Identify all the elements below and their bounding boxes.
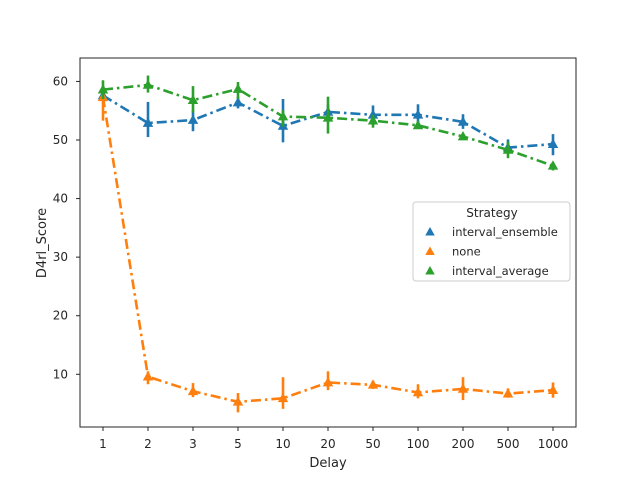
data-point-marker (187, 94, 199, 105)
series-line (101, 97, 554, 404)
data-point-marker (547, 384, 559, 394)
x-tick-label: 500 (497, 437, 520, 451)
x-tick-label: 3 (189, 437, 197, 451)
y-tick-label: 10 (53, 367, 68, 381)
legend-marker (425, 246, 435, 255)
data-point-marker (412, 386, 424, 397)
data-point-marker (322, 376, 334, 387)
legend-label: none (452, 245, 481, 259)
plot-area (97, 75, 559, 413)
data-point-marker (457, 130, 469, 141)
data-point-marker (232, 97, 244, 107)
legend-label: interval_average (452, 264, 549, 278)
data-point-marker (232, 83, 244, 93)
data-point-marker (367, 379, 379, 389)
x-tick-label: 5 (234, 437, 242, 451)
data-point-marker (277, 111, 289, 121)
series-interval_average (97, 75, 559, 171)
legend-marker (425, 227, 435, 236)
series-line (102, 83, 554, 167)
data-point-marker (142, 117, 154, 127)
y-tick-label: 30 (53, 250, 68, 264)
data-point-marker (412, 119, 424, 130)
data-point-marker (367, 109, 379, 119)
data-point-marker (412, 109, 424, 119)
y-tick-label: 50 (53, 133, 68, 147)
legend-box (412, 201, 571, 282)
data-point-marker (97, 84, 109, 94)
x-tick-label: 100 (407, 437, 430, 451)
x-tick-label: 50 (365, 437, 380, 451)
y-tick-label: 40 (53, 192, 68, 206)
data-point-marker (142, 79, 154, 89)
data-point-marker (322, 112, 334, 122)
y-tick-label: 20 (53, 309, 68, 323)
y-axis-ticks: 10 20 30 40 50 60 (53, 74, 80, 381)
data-point-marker (232, 396, 244, 406)
legend-label: interval_ensemble (452, 225, 558, 239)
x-axis-label: Delay (309, 456, 347, 471)
x-tick-label: 10 (275, 437, 290, 451)
x-tick-label: 200 (452, 437, 475, 451)
data-point-marker (457, 383, 469, 393)
data-point-marker (547, 138, 559, 148)
data-point-marker (142, 371, 154, 381)
data-point-marker (502, 144, 514, 154)
data-point-marker (457, 116, 469, 126)
x-tick-label: 1000 (538, 437, 569, 451)
y-tick-label: 60 (53, 74, 68, 88)
data-point-marker (547, 160, 559, 170)
series-none (97, 87, 559, 413)
data-point-marker (277, 392, 289, 403)
data-point-marker (502, 388, 514, 398)
data-point-marker (187, 114, 199, 124)
x-tick-label: 1 (99, 437, 107, 451)
x-tick-label: 2 (144, 437, 152, 451)
data-point-marker (367, 115, 379, 125)
x-tick-label: 20 (320, 437, 335, 451)
legend-marker (425, 266, 435, 275)
y-axis-label: D4rl_Score (35, 208, 50, 278)
x-axis-ticks: 1 2 3 5 10 20 50 100 200 500 1000 (99, 427, 568, 451)
data-point-marker (187, 385, 199, 396)
legend-title: Strategy (466, 206, 517, 220)
series-line (102, 94, 554, 149)
